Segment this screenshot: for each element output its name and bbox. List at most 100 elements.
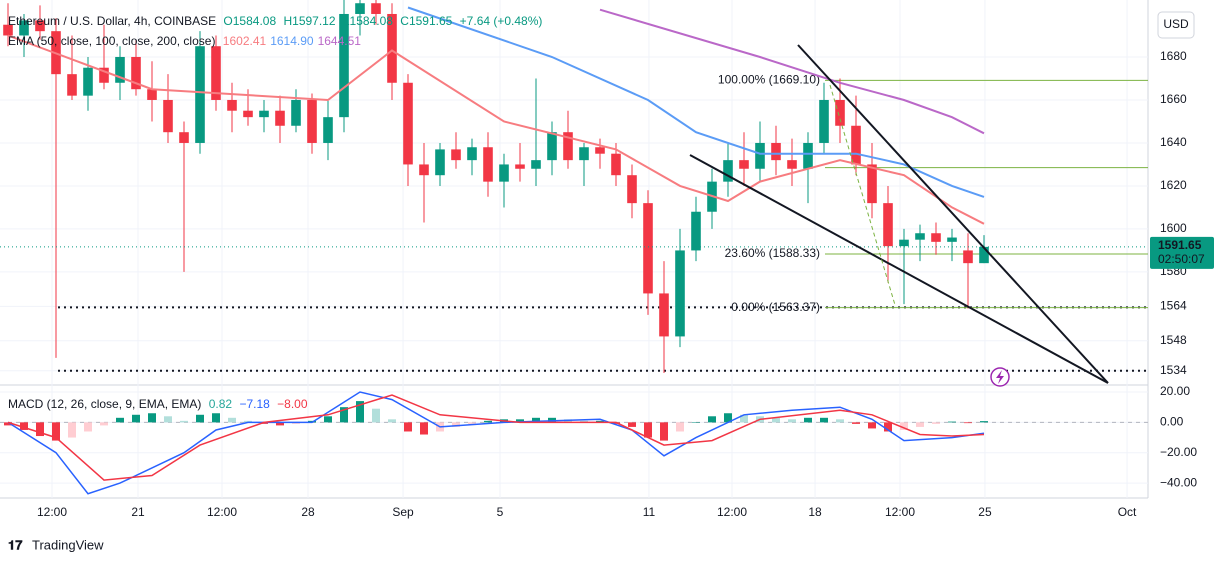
y-tick-label: 1660 xyxy=(1160,92,1187,106)
macd-bar xyxy=(84,422,92,432)
macd-bar xyxy=(804,417,812,423)
x-tick-label: 25 xyxy=(978,505,992,519)
candle-body xyxy=(691,211,701,251)
candle-body xyxy=(803,142,813,169)
macd-bar xyxy=(196,414,204,423)
candle-body xyxy=(211,46,221,100)
macd-bar xyxy=(900,422,908,430)
x-tick-label: 21 xyxy=(131,505,145,519)
candle-body xyxy=(451,149,461,161)
candle-body xyxy=(131,56,141,90)
y-tick-label: 1640 xyxy=(1160,135,1187,149)
fib-label: 23.60% (1588.33) xyxy=(725,246,820,260)
y-tick-label: 1534 xyxy=(1160,363,1187,377)
candle-body xyxy=(899,239,909,247)
ema-line xyxy=(7,34,985,225)
macd-bar xyxy=(596,420,604,423)
candle-body xyxy=(483,147,493,182)
ema-value: 1602.41 xyxy=(222,34,267,48)
x-tick-label: 12:00 xyxy=(37,505,67,519)
macd-bar xyxy=(132,414,140,423)
candle-body xyxy=(371,3,381,14)
candle-body xyxy=(867,164,877,204)
macd-bar xyxy=(452,422,460,427)
y-tick-label: 1620 xyxy=(1160,178,1187,192)
candle-body xyxy=(563,132,573,161)
macd-bar xyxy=(660,422,668,441)
candle-body xyxy=(467,147,477,161)
price-tag xyxy=(1150,236,1214,269)
macd-bar xyxy=(852,422,860,424)
candle-body xyxy=(227,99,237,111)
macd-bar xyxy=(740,414,748,423)
macd-title: MACD (12, 26, close, 9, EMA, EMA) xyxy=(8,397,202,411)
candle-body xyxy=(387,13,397,83)
candle-body xyxy=(67,74,77,96)
macd-value: −8.00 xyxy=(277,397,308,411)
y-tick-label: −20.00 xyxy=(1160,445,1197,459)
candle-body xyxy=(739,160,749,169)
macd-bar xyxy=(180,420,188,423)
candle-body xyxy=(435,149,445,176)
currency-box[interactable] xyxy=(1157,11,1195,39)
macd-bar xyxy=(116,417,124,423)
macd-bar xyxy=(356,401,364,423)
ema-line xyxy=(407,6,985,198)
macd-bar xyxy=(916,422,924,427)
candle-body xyxy=(787,160,797,169)
macd-bar xyxy=(980,421,988,423)
candle-body xyxy=(419,164,429,176)
candle-body xyxy=(339,13,349,118)
ema-value: 1644.51 xyxy=(317,34,361,48)
macd-bar xyxy=(164,416,172,423)
candle-body xyxy=(755,142,765,169)
candle-body xyxy=(771,142,781,161)
macd-bar xyxy=(548,417,556,423)
macd-bar xyxy=(932,422,940,424)
candle-body xyxy=(595,147,605,154)
y-tick-label: 0.00 xyxy=(1160,415,1184,429)
macd-value: −7.18 xyxy=(239,397,270,411)
macd-bar xyxy=(964,422,972,424)
candle-body xyxy=(915,233,925,240)
symbol-legend: Ethereum / U.S. Dollar, 4h, COINBASE O15… xyxy=(8,14,546,28)
candle-body xyxy=(3,24,13,36)
x-tick-label: Sep xyxy=(392,505,414,519)
candle-body xyxy=(83,67,93,96)
x-tick-label: 5 xyxy=(497,505,504,519)
symbol: Ethereum / U.S. Dollar, 4h, COINBASE xyxy=(8,14,217,28)
macd-bar xyxy=(868,422,876,429)
candle-body xyxy=(35,20,45,32)
candle-body xyxy=(243,110,253,118)
candle-body xyxy=(963,250,973,264)
candle-body xyxy=(819,99,829,143)
y-tick-label: 1680 xyxy=(1160,49,1187,63)
macd-bar xyxy=(228,417,236,423)
x-tick-label: Oct xyxy=(1118,505,1137,519)
ohlc: O1584.08 xyxy=(223,14,277,28)
macd-bar xyxy=(324,416,332,423)
event-icon-bolt xyxy=(996,370,1004,384)
x-tick-label: 18 xyxy=(808,505,822,519)
ema-value: 1614.90 xyxy=(270,34,314,48)
macd-bar xyxy=(100,422,108,426)
ema-legend: EMA (50, close, 100, close, 200, close) … xyxy=(8,34,369,48)
candle-body xyxy=(947,237,957,242)
candle-body xyxy=(675,250,685,337)
x-tick-label: 11 xyxy=(643,505,656,519)
candle-body xyxy=(355,3,365,14)
y-tick-label: 1548 xyxy=(1160,333,1187,347)
ema-title: EMA (50, close, 100, close, 200, close) xyxy=(8,34,216,48)
macd-bar xyxy=(724,413,732,423)
macd-bar xyxy=(516,419,524,423)
candle-body xyxy=(291,99,301,126)
macd-bar xyxy=(484,420,492,423)
currency: USD xyxy=(1163,17,1189,31)
macd-bar xyxy=(708,416,716,423)
macd-bar xyxy=(836,419,844,423)
candle-body xyxy=(323,117,333,143)
ohlc: L1584.08 xyxy=(342,14,393,28)
candle-body xyxy=(115,56,125,83)
ema-values: 1602.41 1614.90 1644.51 xyxy=(223,34,365,48)
candle-body xyxy=(979,246,989,264)
